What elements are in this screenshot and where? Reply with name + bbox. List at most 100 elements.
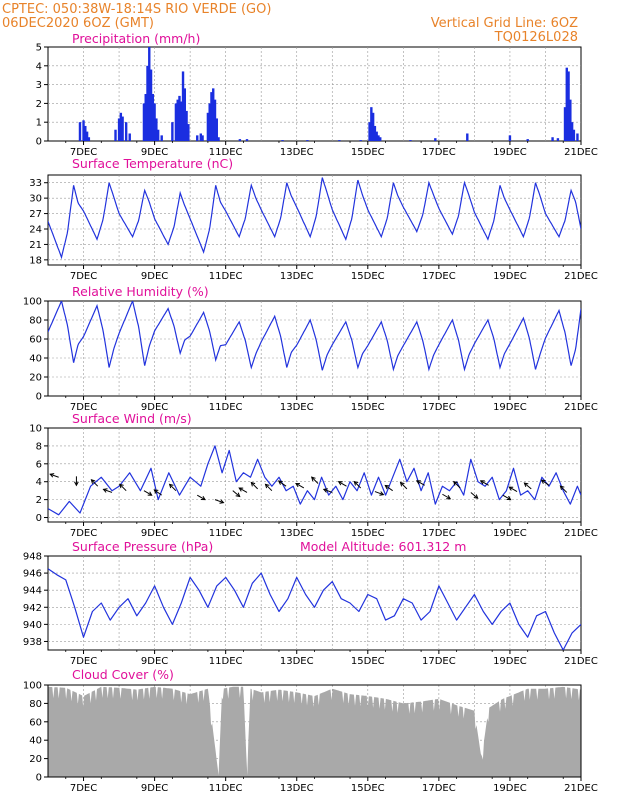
precip-bar bbox=[181, 71, 185, 141]
wind-arrow-shaft bbox=[250, 482, 259, 490]
precip-bar bbox=[526, 139, 529, 141]
x-tick-label: 11DEC bbox=[209, 271, 243, 282]
y-tick-label: 100 bbox=[23, 681, 42, 692]
precip-bar bbox=[84, 125, 87, 141]
wind-arrow-shaft bbox=[323, 488, 333, 493]
x-tick-label: 19DEC bbox=[493, 656, 527, 667]
x-tick-label: 17DEC bbox=[422, 528, 456, 539]
wind-arrow-shaft bbox=[416, 480, 425, 486]
wind-arrow-head bbox=[384, 484, 390, 490]
precip-bar bbox=[556, 138, 560, 141]
x-tick-label: 21DEC bbox=[564, 147, 598, 158]
precip-bar bbox=[208, 103, 211, 141]
precip-bar bbox=[144, 94, 147, 141]
wind-arrow-shaft bbox=[353, 481, 362, 489]
wind-arrow-head bbox=[337, 481, 343, 486]
wind-arrow-shaft bbox=[238, 487, 248, 493]
precip-bar bbox=[569, 99, 572, 141]
precip-bar bbox=[281, 140, 284, 141]
y-tick-label: 4 bbox=[36, 477, 42, 488]
precip-bar bbox=[156, 129, 160, 141]
x-tick-label: 19DEC bbox=[493, 147, 527, 158]
humidity-frame bbox=[47, 300, 582, 397]
x-tick-label: 13DEC bbox=[280, 271, 314, 282]
precip-bar bbox=[434, 138, 437, 141]
pressure-title: Surface Pressure (hPa) bbox=[72, 539, 213, 554]
cloud-title: Cloud Cover (%) bbox=[72, 667, 174, 682]
y-tick-label: 60 bbox=[29, 717, 42, 728]
precip-bar bbox=[371, 112, 375, 141]
wind-arrow-shaft bbox=[470, 492, 479, 499]
wind-arrow-head bbox=[147, 491, 153, 496]
precip-bar bbox=[379, 137, 382, 141]
x-tick-label: 13DEC bbox=[280, 402, 314, 413]
wind-arrow-head bbox=[446, 495, 452, 500]
precip-bar bbox=[155, 118, 158, 141]
precip-bar bbox=[174, 103, 178, 141]
y-tick-label: 18 bbox=[29, 255, 42, 266]
y-tick-label: 1 bbox=[36, 118, 42, 129]
wind-arrow-shaft bbox=[338, 481, 347, 487]
precip-bar bbox=[213, 99, 217, 141]
x-tick-label: 13DEC bbox=[280, 147, 314, 158]
y-tick-label: 2 bbox=[36, 495, 42, 506]
x-tick-label: 9DEC bbox=[141, 271, 168, 282]
precip-bar bbox=[370, 107, 373, 141]
wind-arrow-shaft bbox=[214, 499, 224, 504]
x-tick-label: 7DEC bbox=[70, 528, 97, 539]
x-tick-label: 15DEC bbox=[351, 402, 385, 413]
precip-bar bbox=[183, 88, 187, 141]
y-tick-label: 60 bbox=[29, 335, 42, 346]
x-tick-label: 9DEC bbox=[141, 656, 168, 667]
precip-bar bbox=[121, 116, 124, 141]
x-tick-label: 9DEC bbox=[141, 402, 168, 413]
y-tick-label: 948 bbox=[23, 552, 42, 563]
precip-bar bbox=[185, 110, 188, 141]
precip-bar bbox=[199, 133, 202, 141]
precip-bar bbox=[187, 124, 190, 141]
wind-arrow-head bbox=[506, 495, 512, 501]
x-tick-label: 21DEC bbox=[564, 783, 598, 794]
y-tick-label: 2 bbox=[36, 99, 42, 110]
precip-bar bbox=[114, 129, 117, 141]
wind-arrow-shaft bbox=[91, 479, 99, 487]
precip-bar bbox=[171, 122, 174, 141]
precip-bar bbox=[210, 92, 213, 141]
precip-bar bbox=[375, 131, 378, 141]
wind-arrow-head bbox=[453, 480, 458, 486]
wind-arrow-shaft bbox=[453, 481, 461, 489]
y-tick-label: 20 bbox=[29, 373, 42, 384]
wind-arrow-shaft bbox=[385, 485, 393, 492]
y-tick-label: 0 bbox=[36, 392, 42, 403]
wind-arrow-shaft bbox=[119, 483, 127, 492]
wind-arrow-shaft bbox=[196, 494, 206, 501]
wind-arrow-shaft bbox=[143, 490, 152, 496]
wind-arrow-shaft bbox=[50, 473, 59, 478]
temperature-series-line bbox=[48, 177, 581, 260]
wind-arrow-shaft bbox=[502, 494, 511, 501]
precip-bar bbox=[466, 133, 469, 141]
x-tick-label: 17DEC bbox=[422, 402, 456, 413]
wind-arrow-head bbox=[153, 489, 159, 494]
x-tick-label: 21DEC bbox=[564, 656, 598, 667]
x-tick-label: 21DEC bbox=[564, 528, 598, 539]
precip-bar bbox=[176, 99, 179, 141]
precip-bar bbox=[128, 133, 131, 141]
x-tick-label: 7DEC bbox=[70, 656, 97, 667]
precip-bar bbox=[508, 135, 512, 141]
precip-bar bbox=[563, 107, 567, 141]
wind-frame bbox=[47, 427, 582, 523]
humidity-title: Relative Humidity (%) bbox=[72, 284, 209, 299]
wind-arrow-shaft bbox=[508, 486, 518, 492]
precip-bar bbox=[215, 118, 218, 141]
x-tick-label: 17DEC bbox=[422, 783, 456, 794]
wind-arrow-shaft bbox=[480, 480, 489, 486]
x-tick-label: 7DEC bbox=[70, 147, 97, 158]
precip-bar bbox=[206, 112, 210, 141]
wind-arrow-head bbox=[168, 483, 174, 489]
wind-arrow-shaft bbox=[400, 482, 408, 490]
x-tick-label: 19DEC bbox=[493, 528, 527, 539]
wind-arrow-head bbox=[322, 488, 328, 493]
y-tick-label: 24 bbox=[29, 225, 42, 236]
